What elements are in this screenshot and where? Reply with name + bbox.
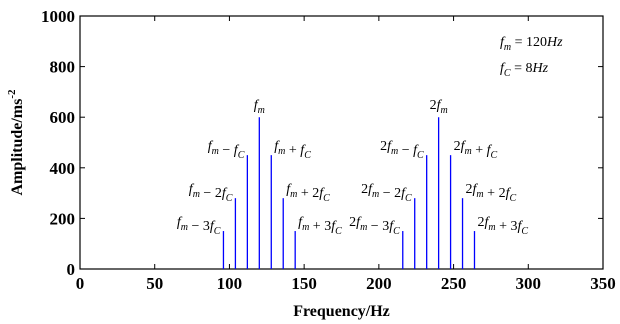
x-tick-label: 250 — [441, 274, 467, 293]
x-tick-label: 50 — [146, 274, 163, 293]
y-axis-label: Amplitude/ms-2 — [6, 89, 26, 196]
peak-label: fm + 2fC — [286, 182, 330, 204]
peak-label: 2fm − 3fC — [349, 215, 400, 237]
peak-label: 2fm − 2fC — [361, 182, 412, 204]
peak-labels: fm − 3fC fm − 2fC fm − fC fm fm + fC fm + 2fC… — [177, 98, 529, 237]
plot-frame — [79, 15, 604, 270]
x-tick-label: 100 — [217, 274, 243, 293]
peak-label: fm − 2fC — [189, 182, 233, 204]
parameter-annotation: fC = 8Hz — [500, 61, 549, 79]
x-axis-label: Frequency/Hz — [293, 303, 390, 320]
y-tick-label: 400 — [50, 159, 76, 178]
peak-label: 2fm + 2fC — [466, 182, 517, 204]
parameter-annotation: fm = 120Hz — [500, 35, 563, 53]
x-tick-label: 350 — [590, 274, 616, 293]
peak-label: fm − 3fC — [177, 215, 221, 237]
peak-label: 2fm + fC — [454, 139, 498, 161]
peak-label: 2fm + 3fC — [477, 215, 528, 237]
peak-label: 2fm — [430, 98, 448, 116]
x-tick-label: 0 — [76, 274, 85, 293]
bars — [222, 117, 476, 269]
x-tick-label: 150 — [291, 274, 317, 293]
x-tick-label: 300 — [516, 274, 542, 293]
y-tick-label: 600 — [50, 108, 76, 127]
peak-label: fm — [254, 98, 265, 116]
y-tick-label: 200 — [50, 209, 76, 228]
peak-label: fm − fC — [208, 139, 245, 161]
x-tick-label: 200 — [366, 274, 392, 293]
peak-label: 2fm − fC — [380, 139, 424, 161]
y-tick-label: 1000 — [41, 7, 75, 26]
y-tick-label: 800 — [50, 58, 76, 77]
peak-label: fm + 3fC — [298, 215, 342, 237]
parameter-annotations: fm = 120Hz fC = 8Hz — [500, 35, 563, 79]
axes: 0 50 100 150 200 250 300 350 0 200 400 600 800 1000 — [41, 7, 616, 293]
peak-label: fm + fC — [274, 139, 311, 161]
y-tick-label: 0 — [67, 260, 76, 279]
